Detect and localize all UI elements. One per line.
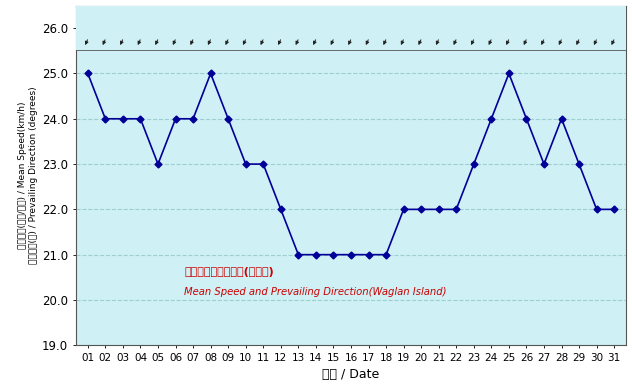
Text: Mean Speed and Prevailing Direction(Waglan Island): Mean Speed and Prevailing Direction(Wagl… <box>185 286 447 296</box>
Bar <box>76 5 626 50</box>
Y-axis label: 平均風速(公里/小時) / Mean Speed(km/h)
盛行風向(度) / Prevailing Direction (degrees): 平均風速(公里/小時) / Mean Speed(km/h) 盛行風向(度) /… <box>18 87 37 264</box>
Text: 平均風速及盛行風向(橫瑩島): 平均風速及盛行風向(橫瑩島) <box>185 267 274 277</box>
X-axis label: 日期 / Date: 日期 / Date <box>322 368 380 382</box>
